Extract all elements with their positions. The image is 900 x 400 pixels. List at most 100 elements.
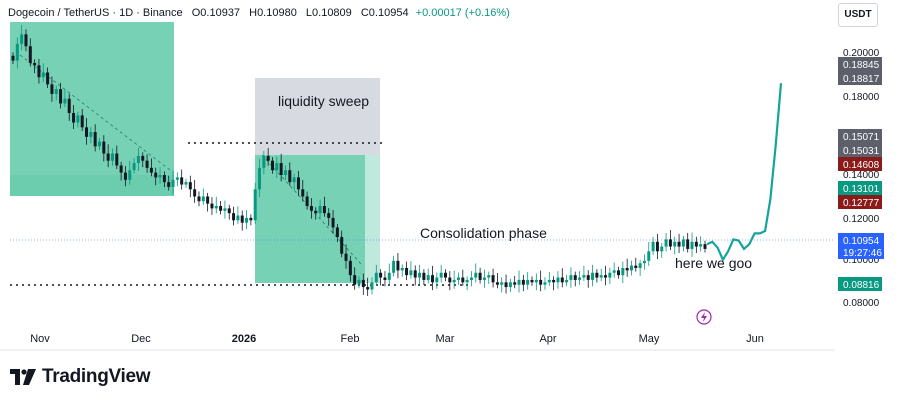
candle [569, 275, 573, 280]
candle [379, 272, 383, 278]
currency-button[interactable]: USDT [838, 3, 878, 27]
candle [651, 241, 655, 252]
candle [184, 182, 188, 185]
candle [517, 279, 521, 285]
y-tick: 0.12000 [843, 214, 880, 225]
price-label-bg [838, 129, 882, 143]
tradingview-text: TradingView [42, 366, 151, 387]
price-label: 0.13101 [843, 184, 880, 195]
candle [63, 98, 67, 104]
candle [348, 260, 352, 276]
candle [106, 153, 110, 161]
candle [435, 277, 439, 283]
price-label: 0.18845 [843, 60, 880, 71]
candle [288, 170, 292, 183]
candle [586, 275, 590, 280]
candle [167, 182, 171, 187]
candle [582, 275, 586, 278]
sweep-box [255, 78, 380, 155]
candle [621, 268, 625, 276]
candle [534, 279, 538, 283]
candle [604, 275, 608, 278]
tradingview-logo[interactable]: TradingView [10, 366, 151, 388]
candle [93, 132, 97, 147]
symbol-name: Dogecoin / TetherUS · 1D · Binance [8, 7, 183, 19]
zone-jan-feb-tail [365, 155, 380, 283]
candle [690, 241, 694, 249]
candle [314, 210, 318, 214]
price-label: 0.14608 [843, 160, 880, 171]
price-axis[interactable]: 0.20000 0.18000 0.14000 0.12000 0.10000 … [838, 48, 884, 309]
candle [24, 34, 28, 47]
candle [89, 132, 93, 137]
candle [638, 263, 642, 268]
candle [119, 165, 123, 173]
countdown: 19:27:46 [843, 248, 882, 259]
x-label: 2026 [232, 333, 256, 345]
candle [495, 282, 499, 285]
candle [28, 46, 32, 63]
candle [439, 272, 443, 278]
candle [500, 282, 504, 285]
candle [162, 175, 166, 183]
candle [664, 239, 668, 247]
price-label-bg [838, 195, 882, 209]
candle [629, 265, 633, 271]
candle [647, 251, 651, 261]
consolidation-label: Consolidation phase [420, 225, 547, 241]
candle [418, 272, 422, 278]
y-tick: 0.08000 [843, 298, 880, 309]
candle [327, 213, 331, 218]
candle [426, 275, 430, 280]
candle [668, 239, 672, 247]
candle [617, 270, 620, 276]
candle [673, 241, 677, 247]
tradingview-icon [10, 369, 36, 385]
candle [431, 275, 435, 283]
price-label: 0.12777 [843, 198, 880, 209]
lightning-icon[interactable] [696, 309, 712, 325]
candle [543, 282, 547, 285]
candle [232, 213, 236, 221]
candle [15, 43, 19, 61]
y-tick: 0.18000 [843, 92, 880, 103]
projection-path [706, 83, 783, 263]
price-label-bg [838, 71, 882, 85]
candle [318, 206, 322, 214]
ohlc-low: L0.10809 [305, 7, 352, 19]
candle [59, 89, 63, 104]
candle [608, 272, 612, 278]
candle [383, 277, 387, 280]
candle [279, 163, 283, 175]
candle [141, 155, 145, 161]
last-price-bg [838, 233, 884, 259]
candle [245, 217, 249, 223]
candle [223, 208, 227, 211]
candle [694, 241, 698, 247]
candle [54, 89, 58, 94]
candle [547, 279, 551, 283]
candle [526, 279, 530, 285]
zone-nov-dec [10, 22, 174, 196]
y-tick: 0.10000 [843, 255, 880, 266]
candle [266, 155, 270, 161]
candle [469, 277, 473, 280]
candle [478, 272, 482, 280]
candle [214, 206, 218, 209]
price-label-bg [838, 157, 882, 171]
candle [128, 170, 132, 180]
low-label-bg [838, 277, 882, 291]
candle [422, 272, 426, 280]
candle [335, 227, 339, 237]
candle [253, 189, 257, 221]
candle [41, 72, 45, 78]
candle [448, 277, 452, 283]
candle [465, 279, 469, 283]
candle [193, 189, 197, 197]
candle [677, 241, 681, 247]
candle [262, 155, 266, 168]
candle [396, 260, 400, 271]
candle [655, 241, 659, 252]
candle [340, 237, 344, 254]
